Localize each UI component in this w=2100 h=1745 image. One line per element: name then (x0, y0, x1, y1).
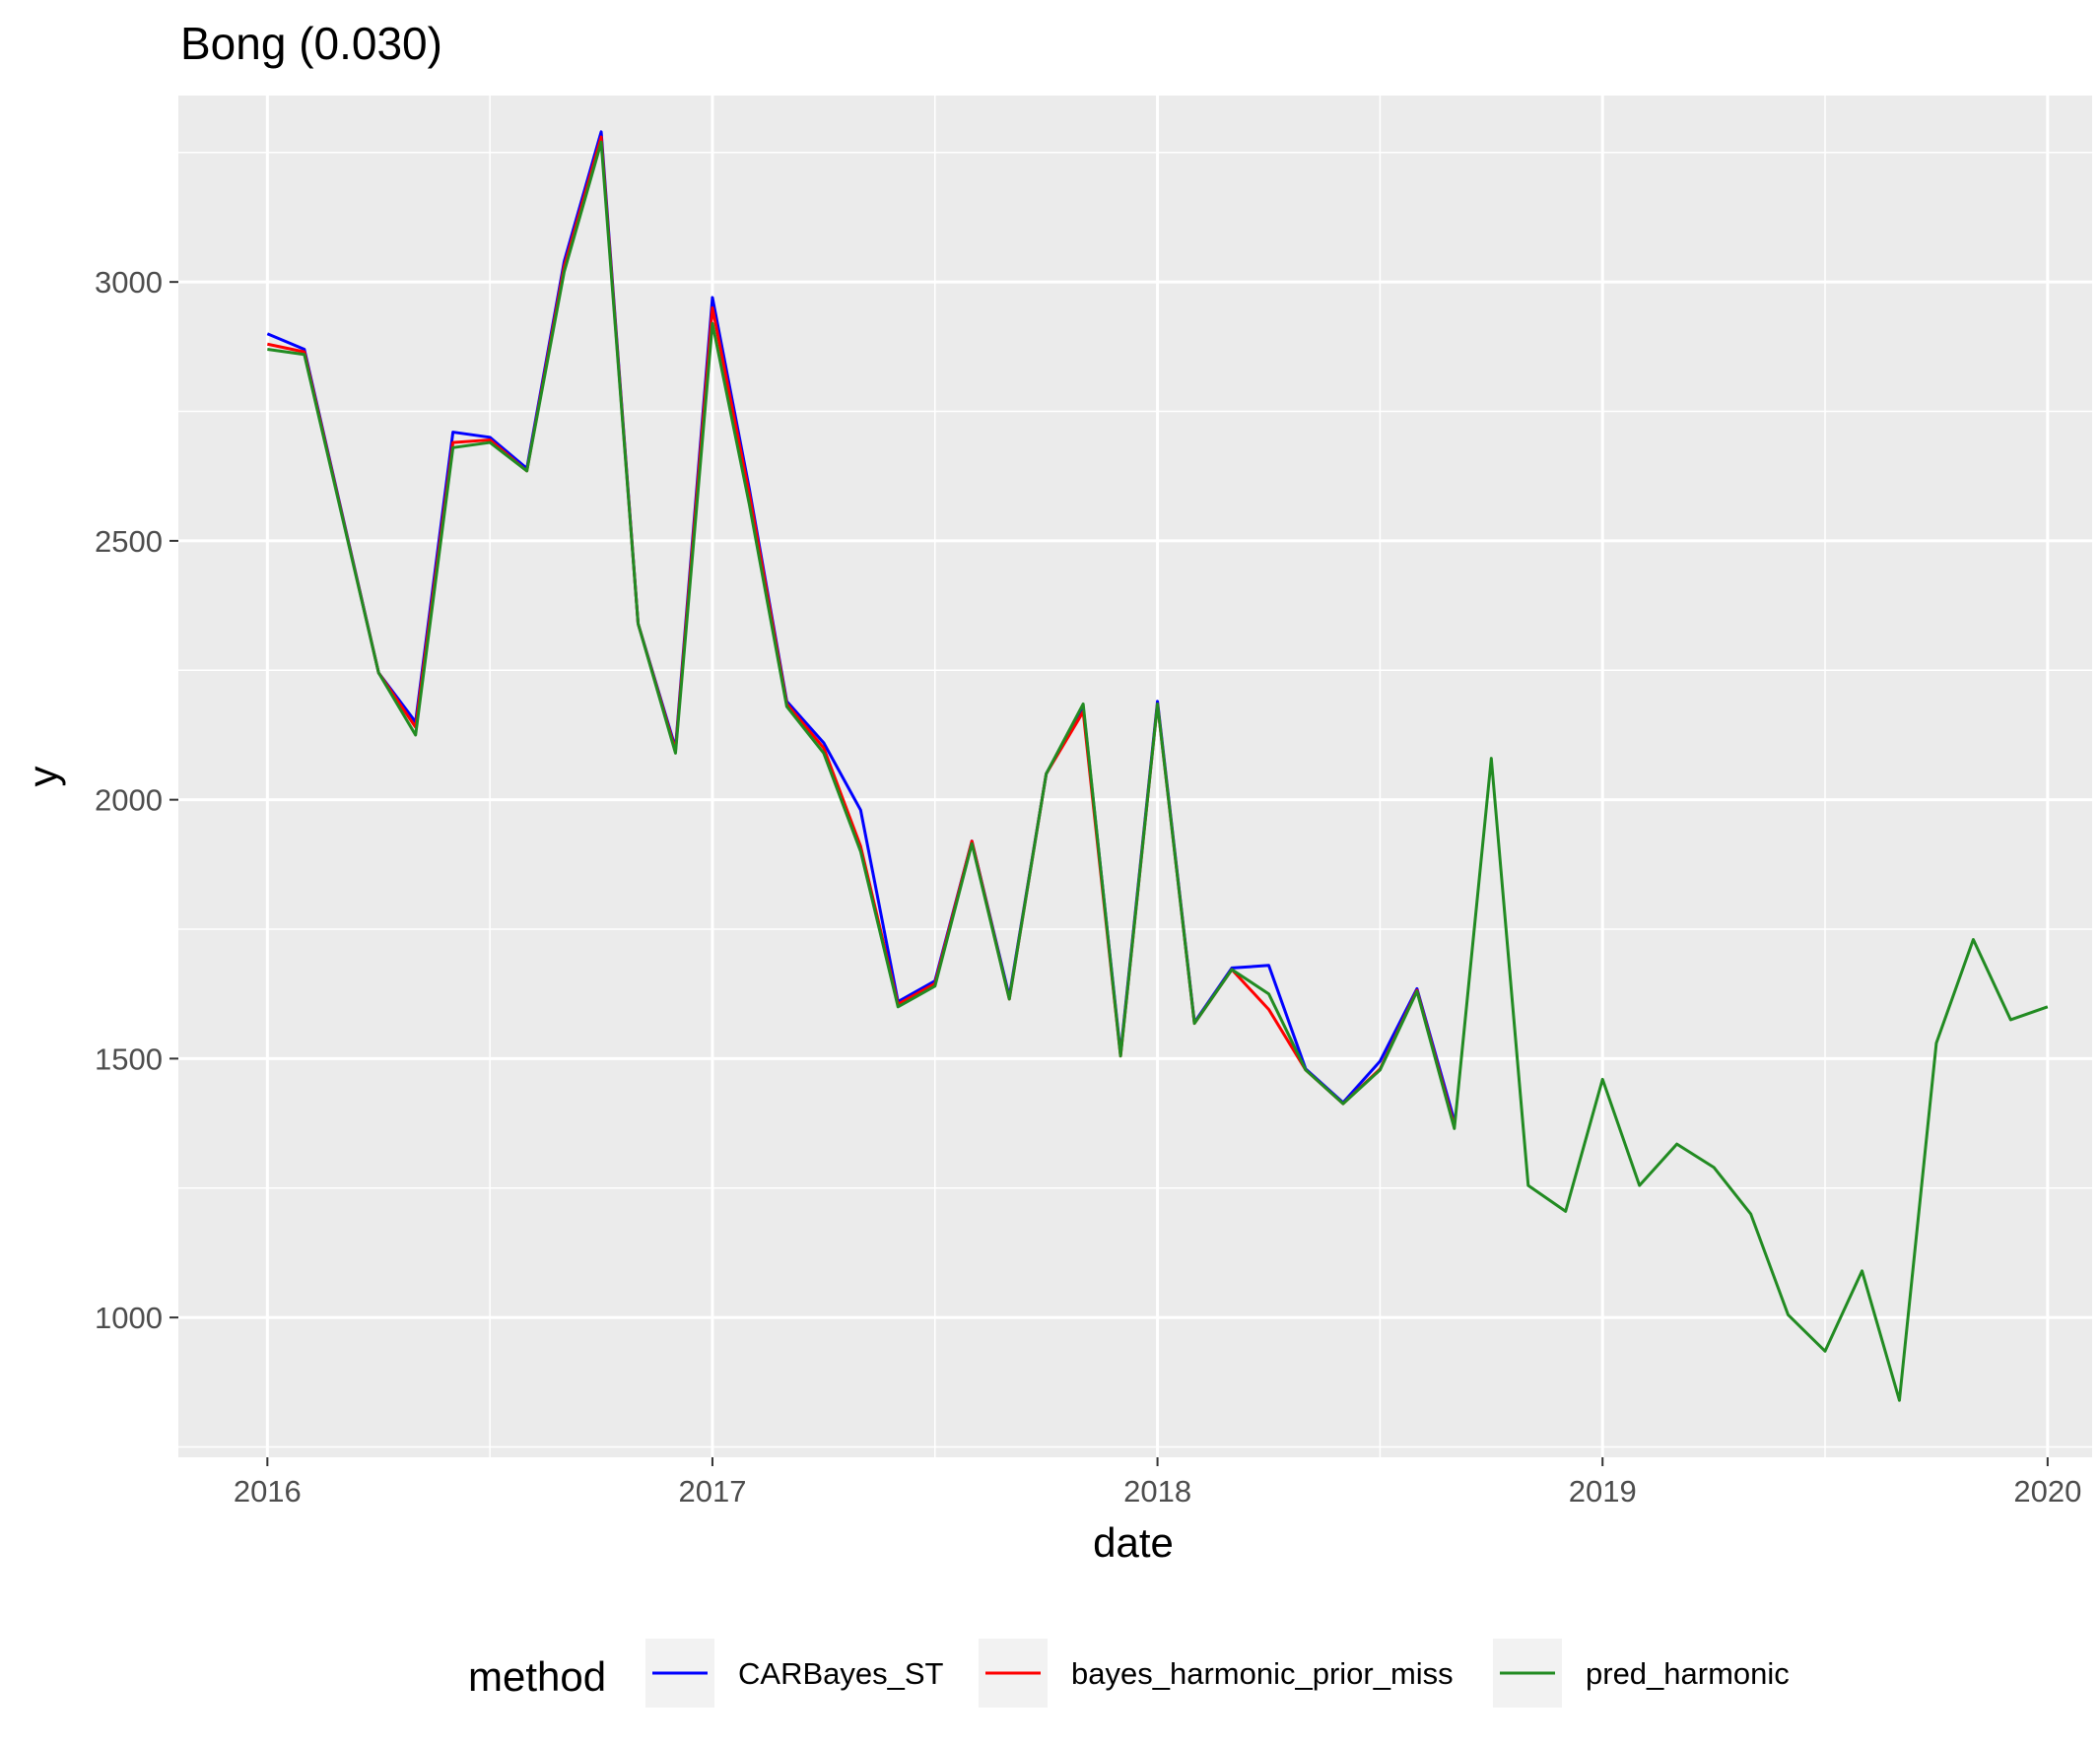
y-axis: 1000 1500 2000 2500 3000 (95, 265, 178, 1335)
series-line-3 (267, 140, 2049, 1402)
x-tick-label: 2019 (1569, 1474, 1637, 1509)
series-line-1 (266, 130, 1456, 1121)
x-tick-label: 2020 (2013, 1474, 2081, 1509)
x-tick-label: 2016 (234, 1474, 302, 1509)
legend-title: method (468, 1653, 606, 1700)
legend: method CARBayes_ST bayes_harmonic_prior_m… (468, 1639, 1790, 1708)
x-tick-label: 2018 (1123, 1474, 1191, 1509)
x-axis-label: date (1093, 1519, 1174, 1566)
y-tick-label: 2000 (95, 783, 163, 818)
series-lines (266, 130, 2049, 1402)
legend-label: bayes_harmonic_prior_miss (1071, 1656, 1454, 1691)
chart-title: Bong (0.030) (180, 18, 442, 69)
y-tick-label: 1000 (95, 1301, 163, 1335)
y-tick-label: 1500 (95, 1041, 163, 1076)
x-tick-label: 2017 (678, 1474, 746, 1509)
x-axis: 2016 2017 2018 2019 2020 (234, 1457, 2081, 1509)
y-tick-label: 3000 (95, 265, 163, 300)
y-tick-label: 2500 (95, 524, 163, 559)
major-gridlines (178, 96, 2092, 1457)
legend-label: CARBayes_ST (738, 1656, 944, 1691)
y-axis-label: y (20, 767, 66, 787)
plot-panel (178, 96, 2092, 1457)
legend-label: pred_harmonic (1586, 1656, 1790, 1691)
